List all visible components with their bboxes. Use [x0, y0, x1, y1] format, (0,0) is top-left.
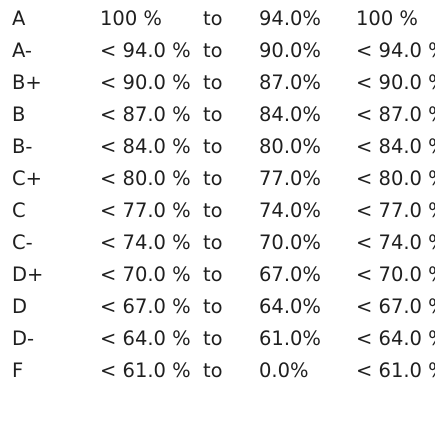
score-lower-bound: 77.0% [259, 167, 321, 190]
score-range-value: 100 % [356, 6, 418, 30]
score-upper-bound: < 77.0 % [100, 199, 191, 222]
table-row: D- < 64.0 % to 61.0% < 64.0 % [0, 323, 435, 355]
range-separator: to [203, 295, 223, 318]
score-upper-bound: 100 % [100, 6, 162, 30]
table-row: B < 87.0 % to 84.0% < 87.0 % [0, 99, 435, 131]
score-lower-bound: 90.0% [259, 39, 321, 62]
letter-grade: D+ [12, 263, 44, 286]
table-row: B- < 84.0 % to 80.0% < 84.0 % [0, 131, 435, 163]
table-row: C+ < 80.0 % to 77.0% < 80.0 % [0, 163, 435, 195]
range-separator: to [203, 71, 223, 94]
range-separator: to [203, 231, 223, 254]
score-upper-bound: < 64.0 % [100, 327, 191, 350]
letter-grade: D [12, 295, 28, 318]
range-separator: to [203, 167, 223, 190]
range-separator: to [203, 6, 223, 30]
score-lower-bound: 87.0% [259, 71, 321, 94]
score-lower-bound: 67.0% [259, 263, 321, 286]
score-upper-bound: < 87.0 % [100, 103, 191, 126]
grading-scale-table: A 100 % to 94.0% 100 % A- < 94.0 % to 90… [0, 2, 435, 387]
letter-grade: D- [12, 327, 35, 350]
score-range-value: < 84.0 % [356, 135, 435, 158]
range-separator: to [203, 199, 223, 222]
score-range-value: < 67.0 % [356, 295, 435, 318]
table-row: A- < 94.0 % to 90.0% < 94.0 % [0, 35, 435, 67]
score-lower-bound: 0.0% [259, 359, 309, 382]
score-range-value: < 94.0 % [356, 39, 435, 62]
score-range-value: < 90.0 % [356, 71, 435, 94]
score-upper-bound: < 90.0 % [100, 71, 191, 94]
letter-grade: A- [12, 39, 32, 62]
score-lower-bound: 74.0% [259, 199, 321, 222]
table-row: D < 67.0 % to 64.0% < 67.0 % [0, 291, 435, 323]
score-upper-bound: < 70.0 % [100, 263, 191, 286]
score-lower-bound: 84.0% [259, 103, 321, 126]
range-separator: to [203, 263, 223, 286]
table-row: C < 77.0 % to 74.0% < 77.0 % [0, 195, 435, 227]
score-range-value: < 61.0 % [356, 359, 435, 382]
letter-grade: B [12, 103, 26, 126]
score-upper-bound: < 61.0 % [100, 359, 191, 382]
range-separator: to [203, 39, 223, 62]
score-upper-bound: < 74.0 % [100, 231, 191, 254]
letter-grade: C+ [12, 167, 42, 190]
table-row: F < 61.0 % to 0.0% < 61.0 % [0, 355, 435, 387]
range-separator: to [203, 135, 223, 158]
letter-grade: C- [12, 231, 33, 254]
letter-grade: B- [12, 135, 33, 158]
letter-grade: F [12, 359, 24, 382]
score-range-value: < 87.0 % [356, 103, 435, 126]
table-row: D+ < 70.0 % to 67.0% < 70.0 % [0, 259, 435, 291]
score-lower-bound: 61.0% [259, 327, 321, 350]
score-range-value: < 77.0 % [356, 199, 435, 222]
score-range-value: < 80.0 % [356, 167, 435, 190]
range-separator: to [203, 327, 223, 350]
score-lower-bound: 80.0% [259, 135, 321, 158]
table-row: A 100 % to 94.0% 100 % [0, 2, 435, 35]
score-upper-bound: < 84.0 % [100, 135, 191, 158]
table-row: C- < 74.0 % to 70.0% < 74.0 % [0, 227, 435, 259]
letter-grade: A [12, 6, 26, 30]
score-lower-bound: 64.0% [259, 295, 321, 318]
score-range-value: < 64.0 % [356, 327, 435, 350]
range-separator: to [203, 103, 223, 126]
score-upper-bound: < 80.0 % [100, 167, 191, 190]
grading-scale-rows: A 100 % to 94.0% 100 % A- < 94.0 % to 90… [0, 2, 435, 387]
letter-grade: B+ [12, 71, 42, 94]
range-separator: to [203, 359, 223, 382]
score-upper-bound: < 94.0 % [100, 39, 191, 62]
score-lower-bound: 94.0% [259, 6, 321, 30]
score-range-value: < 70.0 % [356, 263, 435, 286]
letter-grade: C [12, 199, 26, 222]
score-lower-bound: 70.0% [259, 231, 321, 254]
score-range-value: < 74.0 % [356, 231, 435, 254]
table-row: B+ < 90.0 % to 87.0% < 90.0 % [0, 67, 435, 99]
score-upper-bound: < 67.0 % [100, 295, 191, 318]
